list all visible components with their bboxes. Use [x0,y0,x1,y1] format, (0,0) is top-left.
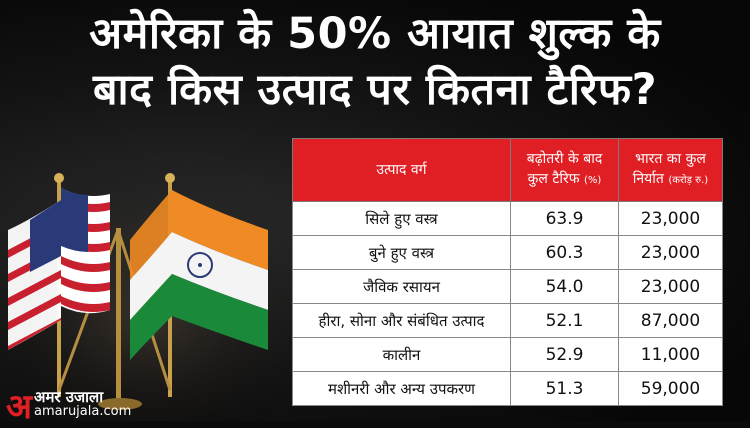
header-export: भारत का कुल निर्यात (करोड़ रु.) [618,138,723,202]
india-flag [130,190,268,360]
row-tariff: 60.3 [510,235,619,270]
table-row: सिले हुए वस्त्र 63.9 23,000 [292,201,723,236]
row-export: 87,000 [618,303,723,338]
table-row: बुने हुए वस्त्र 60.3 23,000 [292,235,723,270]
header-category: उत्पाद वर्ग [292,138,511,202]
row-export: 11,000 [618,337,723,372]
row-export: 59,000 [618,371,723,406]
row-export: 23,000 [618,269,723,304]
row-category: सिले हुए वस्त्र [292,201,511,236]
table-row: जैविक रसायन 54.0 23,000 [292,269,723,304]
row-export: 23,000 [618,235,723,270]
usa-flag [8,188,110,350]
amar-ujala-logo: अ अमर उजाला amarujala.com [4,386,184,427]
table-header-row: उत्पाद वर्ग बढ़ोतरी के बाद कुल टैरिफ (%)… [292,138,723,202]
usa-india-flags-illustration [0,160,300,421]
row-export: 23,000 [618,201,723,236]
ashoka-chakra [187,252,213,278]
row-tariff: 52.9 [510,337,619,372]
row-category: कालीन [292,337,511,372]
headline-line-2: बाद किस उत्पाद पर कितना टैरिफ? [92,65,658,115]
logo-url: amarujala.com [34,404,132,419]
row-tariff: 51.3 [510,371,619,406]
tariff-table: उत्पाद वर्ग बढ़ोतरी के बाद कुल टैरिफ (%)… [292,138,723,406]
row-tariff: 54.0 [510,269,619,304]
row-tariff: 52.1 [510,303,619,338]
table-row: मशीनरी और अन्य उपकरण 51.3 59,000 [292,371,723,406]
headline: अमेरिका के 50% आयात शुल्क के बाद किस उत्… [0,6,750,118]
row-category: जैविक रसायन [292,269,511,304]
row-category: बुने हुए वस्त्र [292,235,511,270]
table-row: कालीन 52.9 11,000 [292,337,723,372]
row-tariff: 63.9 [510,201,619,236]
headline-line-1: अमेरिका के 50% आयात शुल्क के [89,9,661,59]
logo-name: अमर उजाला [34,388,104,406]
row-category: हीरा, सोना और संबंधित उत्पाद [292,303,511,338]
table-row: हीरा, सोना और संबंधित उत्पाद 52.1 87,000 [292,303,723,338]
logo-mark: अ [6,387,32,427]
header-tariff: बढ़ोतरी के बाद कुल टैरिफ (%) [510,138,619,202]
row-category: मशीनरी और अन्य उपकरण [292,371,511,406]
